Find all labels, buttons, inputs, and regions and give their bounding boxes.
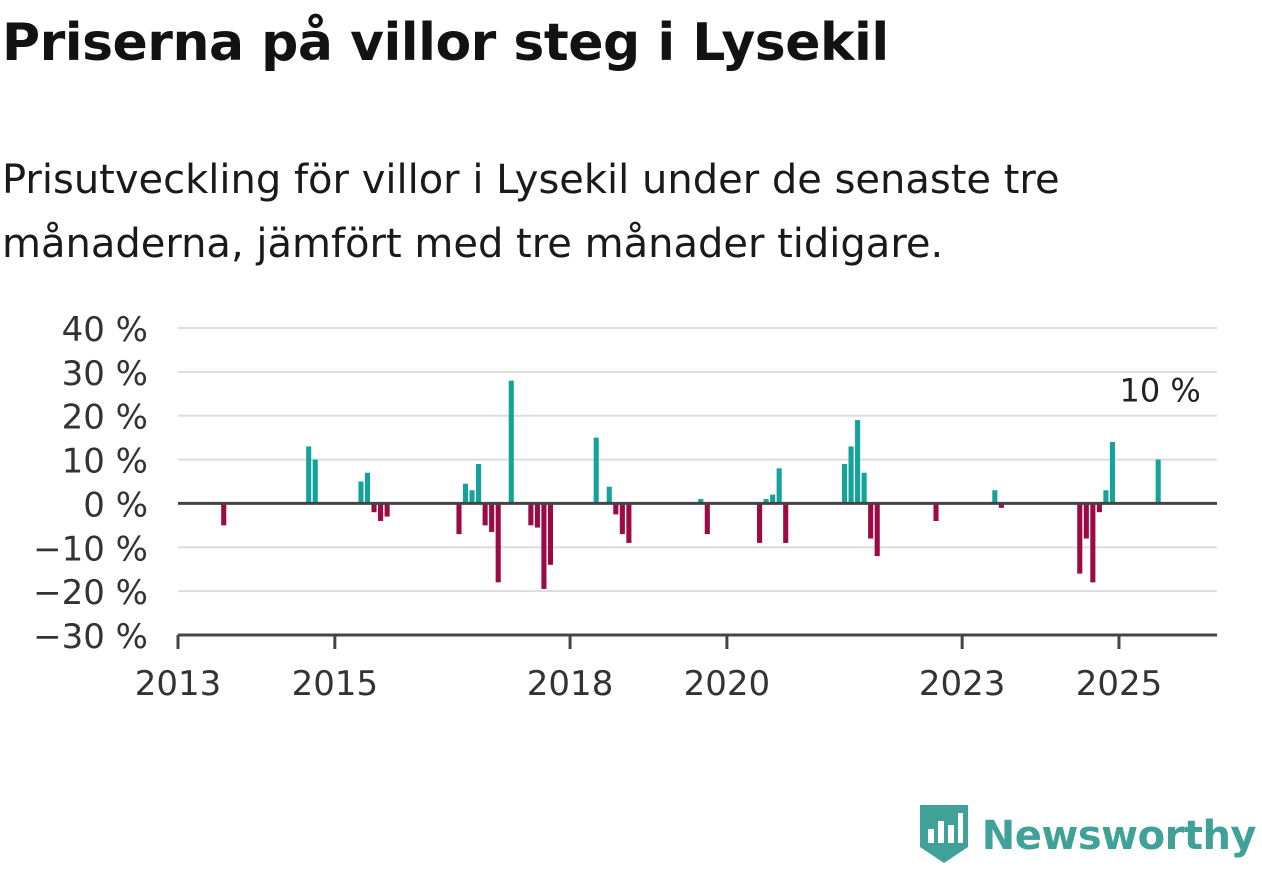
chart-subtitle: Prisutveckling för villor i Lysekil unde…	[2, 157, 1060, 267]
bar	[776, 468, 782, 504]
latest-value-label: 10 %	[1120, 371, 1201, 409]
bar	[547, 503, 554, 565]
bar	[371, 503, 377, 513]
brand-name: Newsworthy	[981, 813, 1257, 859]
bar	[619, 503, 625, 535]
bar	[456, 503, 462, 535]
bar	[783, 503, 789, 543]
bar	[482, 503, 488, 526]
chart-title: Priserna på villor steg i Lysekil	[2, 13, 889, 73]
bar	[469, 490, 475, 504]
bar	[462, 483, 469, 504]
bar	[698, 499, 704, 504]
bar	[528, 503, 534, 526]
bar	[495, 503, 501, 583]
x-tick-label: 2025	[1076, 664, 1163, 704]
bar	[868, 503, 874, 539]
bar	[358, 481, 364, 504]
brand-logo[interactable]: Newsworthy	[919, 805, 1257, 867]
bar	[1103, 490, 1109, 504]
bar	[1083, 503, 1089, 539]
x-tick-label: 2023	[919, 664, 1006, 704]
bar	[626, 503, 632, 543]
bar	[489, 503, 495, 532]
x-tick-label: 2013	[135, 664, 222, 704]
y-tick-label: 0 %	[83, 485, 148, 525]
bar	[841, 463, 848, 504]
bar	[1096, 503, 1102, 513]
bar	[378, 503, 384, 521]
bar	[593, 437, 599, 504]
y-tick-label: −10 %	[33, 529, 148, 569]
bar	[606, 486, 612, 504]
newsworthy-logo-icon	[919, 805, 968, 867]
x-tick-label: 2020	[684, 664, 771, 704]
bar	[770, 494, 776, 504]
bar	[704, 503, 710, 535]
bar-chart: −30 %−20 %−10 %0 %10 %20 %30 %40 %2013 20…	[33, 310, 1217, 704]
bar	[221, 503, 227, 526]
bar	[763, 499, 769, 504]
bar	[364, 472, 371, 504]
bar	[306, 446, 312, 504]
bar	[384, 503, 390, 517]
bar	[476, 463, 482, 504]
bar	[312, 459, 318, 504]
y-tick-label: −30 %	[33, 617, 148, 657]
bar	[1155, 459, 1161, 504]
bar	[998, 503, 1004, 508]
bar	[757, 503, 763, 543]
bar	[1090, 503, 1096, 583]
bar	[855, 420, 861, 504]
bar	[508, 380, 514, 504]
bar	[861, 472, 867, 504]
y-tick-label: −20 %	[33, 573, 148, 613]
y-tick-label: 40 %	[62, 310, 148, 350]
bar	[992, 490, 998, 504]
bar	[874, 503, 880, 557]
x-tick-label: 2018	[527, 664, 614, 704]
bar	[933, 503, 939, 521]
y-tick-label: 10 %	[62, 442, 148, 482]
bar	[541, 503, 547, 589]
x-tick-label: 2015	[292, 664, 379, 704]
bar	[534, 503, 540, 528]
y-tick-label: 30 %	[62, 354, 148, 394]
bar	[848, 446, 854, 504]
bar	[1077, 503, 1083, 574]
bar	[1109, 442, 1115, 504]
y-tick-label: 20 %	[62, 398, 148, 438]
bar	[613, 503, 619, 515]
